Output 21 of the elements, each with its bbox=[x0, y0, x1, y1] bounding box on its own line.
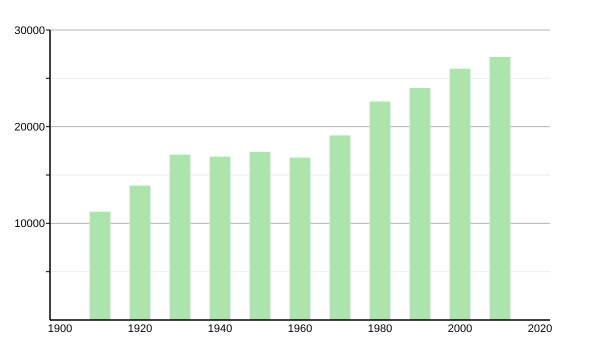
x-tick-label: 2000 bbox=[448, 323, 472, 335]
y-tick-label: 20000 bbox=[14, 122, 45, 134]
bar bbox=[250, 152, 270, 320]
x-tick-label: 1960 bbox=[288, 323, 312, 335]
x-tick-label: 1980 bbox=[368, 323, 392, 335]
x-tick-label: 1940 bbox=[208, 323, 232, 335]
bar bbox=[330, 135, 350, 320]
bar bbox=[370, 102, 390, 320]
x-tick-label: 1920 bbox=[128, 323, 152, 335]
bar bbox=[90, 212, 110, 320]
bar bbox=[490, 57, 510, 320]
bar bbox=[450, 68, 470, 320]
x-tick-label: 2020 bbox=[528, 323, 552, 335]
bar bbox=[130, 186, 150, 320]
bar bbox=[410, 88, 430, 320]
y-tick-label: 30000 bbox=[14, 24, 45, 37]
bar bbox=[170, 154, 190, 320]
x-tick-label: 1900 bbox=[48, 323, 72, 335]
y-tick-label: 10000 bbox=[14, 218, 45, 230]
bar bbox=[210, 156, 230, 320]
bar bbox=[290, 158, 310, 320]
